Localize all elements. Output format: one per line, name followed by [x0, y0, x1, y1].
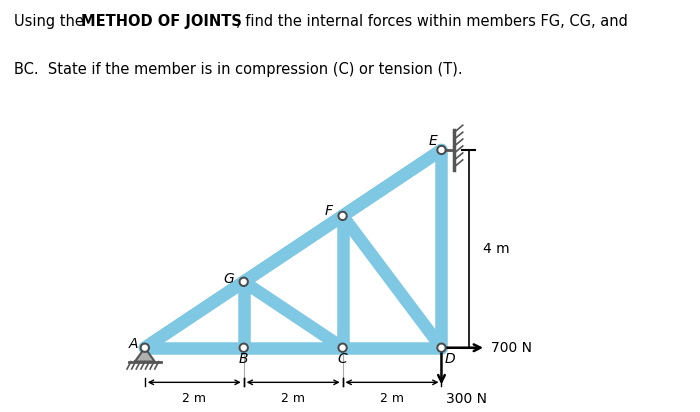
Circle shape [239, 343, 248, 352]
Text: 700 N: 700 N [491, 341, 532, 355]
Text: A: A [130, 337, 139, 351]
Text: 2 m: 2 m [182, 392, 206, 405]
Text: B: B [239, 352, 248, 366]
Circle shape [241, 345, 246, 350]
Text: , find the internal forces within members FG, CG, and: , find the internal forces within member… [236, 14, 627, 28]
Polygon shape [135, 348, 155, 362]
Text: 4 m: 4 m [484, 242, 510, 256]
Text: D: D [445, 352, 456, 366]
Text: E: E [428, 134, 437, 148]
Text: G: G [223, 272, 235, 286]
Circle shape [340, 345, 345, 350]
Text: 2 m: 2 m [380, 392, 404, 405]
Text: C: C [337, 352, 347, 366]
Circle shape [338, 343, 347, 352]
Text: Using the: Using the [14, 14, 88, 28]
Text: F: F [325, 204, 332, 218]
Text: 2 m: 2 m [281, 392, 305, 405]
Text: 300 N: 300 N [447, 392, 487, 406]
Circle shape [439, 147, 444, 152]
Circle shape [338, 211, 347, 220]
Circle shape [142, 345, 147, 350]
Text: BC.  State if the member is in compression (C) or tension (T).: BC. State if the member is in compressio… [14, 62, 463, 77]
Circle shape [141, 343, 149, 352]
Circle shape [239, 277, 248, 286]
Circle shape [241, 279, 246, 284]
Text: METHOD OF JOINTS: METHOD OF JOINTS [81, 14, 242, 28]
Circle shape [340, 213, 345, 218]
Circle shape [437, 145, 446, 154]
Circle shape [437, 343, 446, 352]
Circle shape [439, 345, 444, 350]
